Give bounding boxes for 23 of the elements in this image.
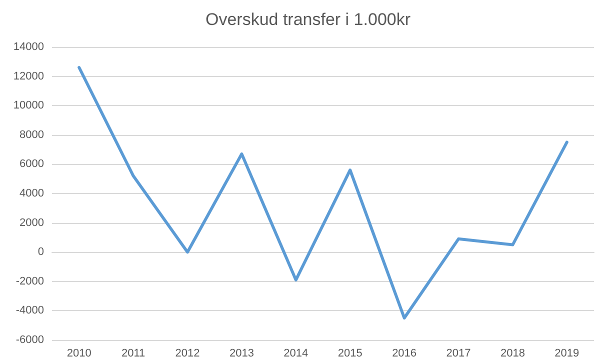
y-tick-label: 10000 [13, 100, 44, 112]
y-tick-label: 4000 [20, 188, 44, 200]
x-tick-label: 2012 [175, 348, 200, 359]
x-tick-label: 2014 [284, 348, 308, 359]
y-tick-label: -4000 [16, 304, 44, 317]
y-tick-label: -2000 [16, 275, 44, 288]
y-tick-label: 2000 [20, 216, 44, 229]
y-tick-label: 12000 [13, 70, 44, 82]
x-tick-label: 2016 [392, 348, 417, 359]
chart-title: Overskud transfer i 1.000kr [205, 10, 411, 29]
x-tick-label: 2010 [66, 348, 92, 359]
y-tick-label: -6000 [16, 334, 44, 346]
x-tick-label: 2017 [446, 348, 471, 359]
x-tick-label: 2018 [500, 348, 525, 359]
x-tick-label: 2015 [338, 348, 362, 359]
line-series [78, 66, 568, 320]
y-tick-label: 8000 [20, 128, 44, 141]
x-tick-label: 2019 [554, 348, 580, 359]
x-tick-label: 2011 [121, 348, 146, 359]
y-tick-label: 6000 [20, 158, 44, 170]
x-tick-label: 2013 [229, 348, 254, 359]
y-tick-label: 0 [38, 246, 44, 258]
y-tick-label: 14000 [13, 41, 44, 53]
